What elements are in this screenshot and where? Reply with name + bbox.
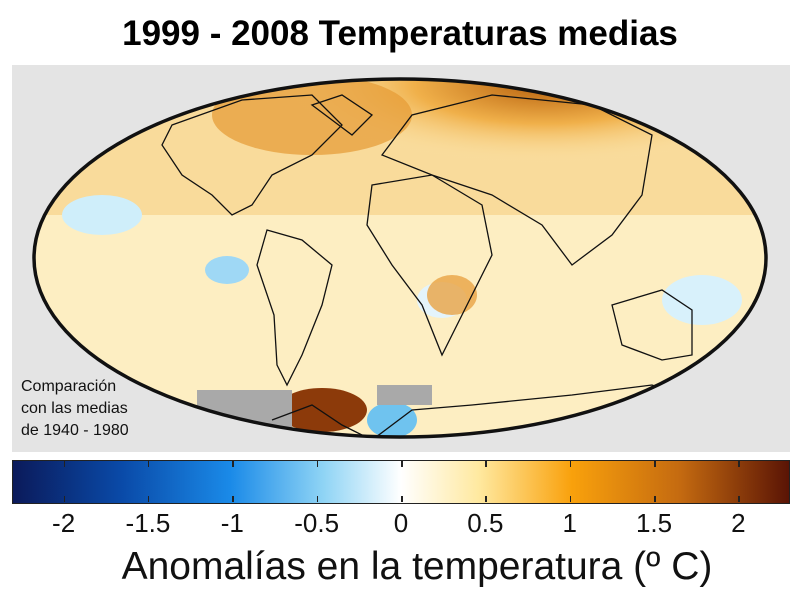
colorbar-tick-mark (401, 461, 403, 467)
colorbar-tick-label: 1 (562, 508, 577, 538)
colorbar-tick-label: -0.5 (294, 508, 340, 538)
colorbar-tick-label: 1.5 (635, 508, 673, 538)
colorbar-tick-label: -2 (52, 508, 76, 538)
colorbar-tick-mark (401, 496, 403, 502)
colorbar-tick-label: 2 (731, 508, 746, 538)
colorbar-tick-mark (485, 461, 487, 467)
note-line-2: con las medias (21, 400, 128, 417)
colorbar-tick-mark (63, 496, 66, 502)
colorbar-tick-mark (738, 461, 740, 467)
map-panel: Comparación con las medias de 1940 - 198… (12, 65, 790, 452)
comparison-note: Comparación con las medias de 1940 - 198… (21, 376, 129, 442)
note-line-3: de 1940 - 1980 (21, 422, 129, 439)
colorbar-tick-label: -1.5 (125, 508, 171, 538)
colorbar-tick-mark (232, 496, 234, 502)
colorbar-tick-label: -1 (220, 508, 244, 538)
colorbar-tick-mark (569, 496, 572, 502)
colorbar-tick-mark (316, 461, 319, 467)
map-title: 1999 - 2008 Temperaturas medias (122, 14, 678, 53)
colorbar-tick-mark (569, 461, 572, 467)
colorbar-tick-label: 0 (393, 508, 409, 538)
colorbar-tick-mark (147, 496, 150, 502)
colorbar-tick-mark (63, 461, 66, 467)
colorbar-tick-mark (147, 461, 150, 467)
colorbar-tick-mark (316, 496, 319, 502)
colorbar-tick-mark (738, 496, 740, 502)
colorbar-tick-mark (232, 461, 234, 467)
colorbar-tick-mark (654, 461, 656, 467)
world-anomaly-map (32, 77, 768, 439)
colorbar-tick-mark (654, 496, 656, 502)
note-line-1: Comparación (21, 378, 117, 395)
colorbar-tick-label: 0.5 (467, 508, 504, 538)
colorbar-tick-mark (485, 496, 487, 502)
colorbar-label: Anomalías en la temperatura (º C) (121, 545, 713, 588)
